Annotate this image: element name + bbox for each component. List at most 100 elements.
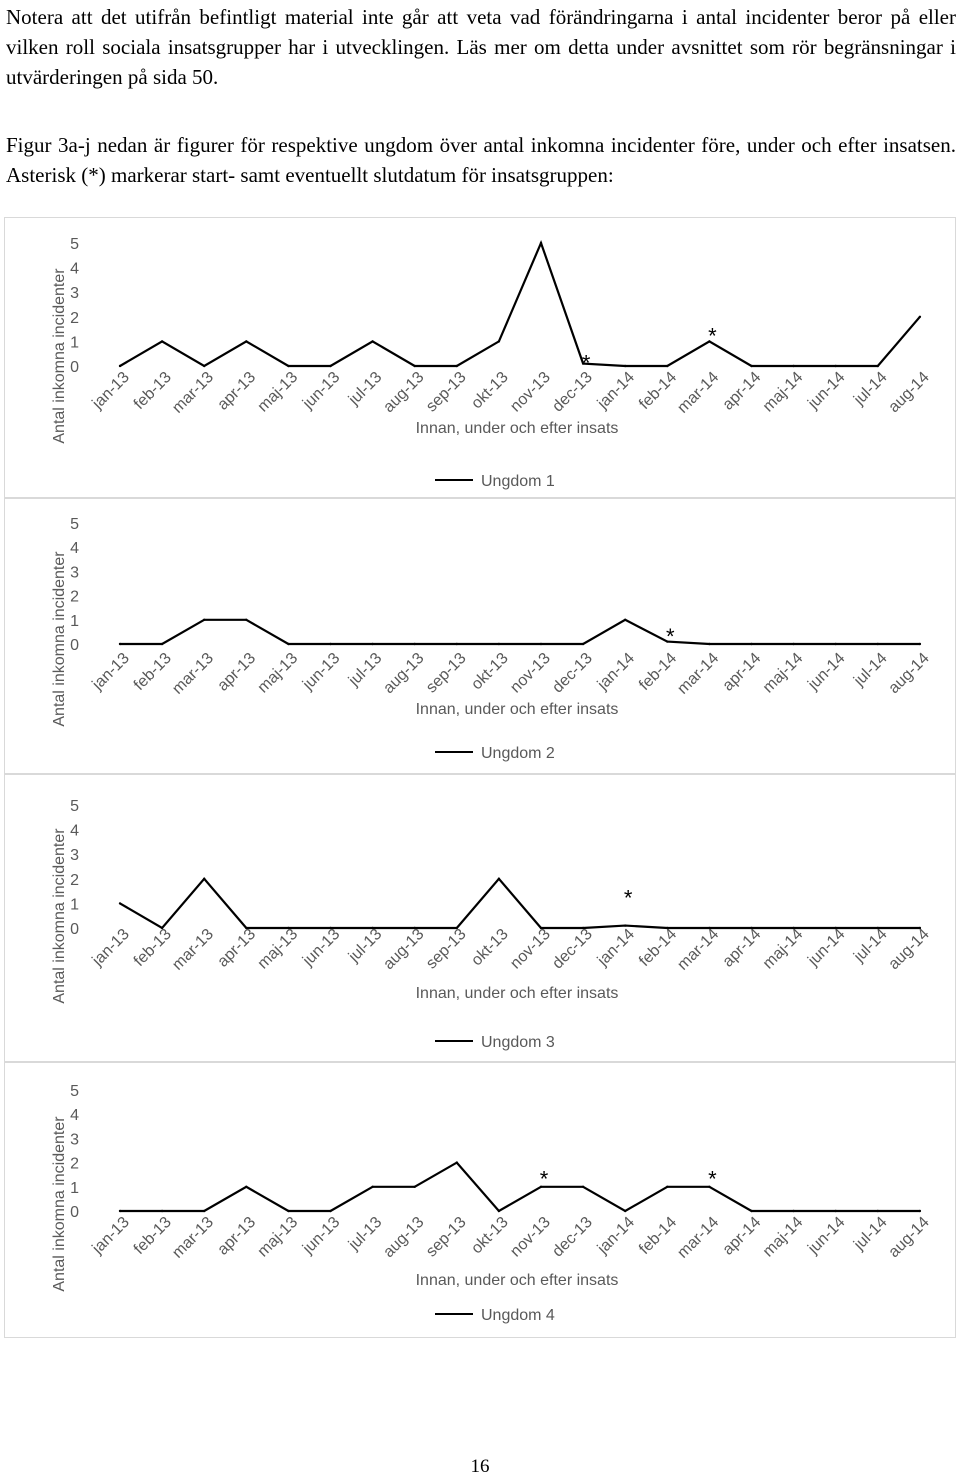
data-point (708, 926, 711, 930)
data-point (708, 340, 711, 343)
y-tick-label: 0 (70, 1204, 79, 1221)
x-tick-label: apr-14 (720, 650, 765, 695)
data-point (160, 1209, 164, 1213)
chart-ungdom-2-svg: Antal inkomna incidenter 012345jan-13feb-… (51, 516, 933, 762)
data-point (203, 1209, 206, 1213)
data-point (918, 926, 922, 930)
data-point (118, 902, 122, 905)
x-tick-label: aug-14 (885, 1214, 932, 1261)
data-point (581, 1185, 585, 1188)
x-tick-label: jul-14 (850, 369, 890, 409)
x-tick-label: feb-13 (131, 926, 175, 970)
series-line (120, 618, 920, 646)
data-point (245, 618, 248, 621)
x-tick-label: nov-13 (507, 369, 554, 416)
data-point (918, 315, 922, 318)
data-point (245, 1185, 248, 1188)
asterisk-marker: * (540, 1167, 549, 1192)
chart-ungdom-4: Antal inkomna incidenter 0 1 2 3 4 5 jan-13 feb-… (4, 1062, 956, 1338)
data-point (624, 364, 627, 368)
x-tick-label: jun-13 (299, 1214, 343, 1258)
x-tick-label: jun-13 (299, 369, 343, 413)
figure-description-paragraph: Figur 3a-j nedan är figurer för respekti… (6, 133, 956, 187)
x-tick-label: maj-13 (255, 926, 302, 973)
data-point (287, 926, 290, 930)
x-tick-label: maj-14 (760, 926, 807, 973)
data-point (708, 1185, 711, 1188)
asterisk-marker: * (624, 886, 633, 911)
series-line (120, 1161, 920, 1213)
data-point (203, 877, 206, 880)
data-point (581, 926, 585, 930)
x-tick-label: apr-13 (214, 650, 259, 695)
data-point (203, 364, 206, 368)
data-point (624, 924, 627, 927)
x-tick-label: jan-13 (89, 926, 133, 970)
x-tick-label: dec-13 (549, 650, 596, 697)
asterisk-marker: * (666, 624, 675, 649)
x-tick-label: jan-14 (594, 650, 638, 694)
x-tick-label: maj-13 (255, 650, 302, 697)
data-point (792, 926, 795, 930)
y-axis-title: Antal inkomna incidenter (51, 828, 68, 1004)
y-tick-label: 3 (70, 285, 79, 302)
x-tick-label: apr-13 (214, 1214, 259, 1259)
data-point (581, 642, 585, 646)
y-tick-label: 0 (70, 359, 79, 376)
y-tick-label: 5 (70, 236, 79, 253)
data-point (497, 877, 501, 880)
x-tick-label: jul-13 (345, 1214, 385, 1254)
data-point (118, 364, 122, 368)
legend-label: Ungdom 3 (481, 1034, 555, 1051)
data-point (203, 618, 206, 621)
legend-label: Ungdom 2 (481, 745, 555, 762)
x-tick-label: sep-13 (423, 1214, 470, 1261)
x-tick-label: aug-14 (885, 650, 932, 697)
data-point (371, 926, 374, 930)
chart-ungdom-4-svg: Antal inkomna incidenter 012345jan-13feb-… (51, 1083, 933, 1324)
x-tick-label: jun-14 (804, 926, 848, 970)
y-tick-label: 1 (70, 1180, 79, 1197)
y-tick-label: 2 (70, 872, 79, 889)
x-tick-label: mar-14 (674, 1214, 722, 1262)
x-tick-label: mar-14 (674, 369, 722, 417)
x-axis-title: Innan, under och efter insats (416, 985, 619, 1002)
x-tick-label: jun-13 (299, 926, 343, 970)
x-tick-label: apr-14 (720, 1214, 765, 1259)
data-point (118, 642, 122, 646)
x-tick-label: maj-14 (760, 1214, 807, 1261)
data-point (329, 1209, 332, 1213)
x-tick-label: apr-13 (214, 926, 259, 971)
x-tick-label: jul-14 (850, 926, 890, 966)
x-tick-label: apr-14 (720, 926, 765, 971)
x-tick-label: feb-13 (131, 1214, 175, 1258)
x-tick-label: jul-14 (850, 650, 890, 690)
data-point (666, 364, 669, 368)
y-axis-title: Antal inkomna incidenter (51, 1116, 68, 1292)
asterisk-marker: * (708, 324, 717, 349)
x-tick-label: jun-14 (804, 650, 848, 694)
data-point (455, 1161, 458, 1164)
x-tick-label: nov-13 (507, 1214, 554, 1261)
data-point (371, 340, 374, 343)
y-axis-title: Antal inkomna incidenter (51, 551, 68, 727)
x-tick-label: dec-13 (549, 1214, 596, 1261)
legend-label: Ungdom 1 (481, 473, 555, 490)
x-tick-label: aug-14 (885, 926, 932, 973)
y-tick-label: 3 (70, 847, 79, 864)
x-tick-label: sep-13 (423, 650, 470, 697)
x-tick-label: mar-13 (169, 369, 217, 417)
x-tick-label: okt-13 (468, 650, 512, 694)
data-point (539, 1185, 543, 1188)
x-tick-label: maj-14 (760, 650, 807, 697)
data-point (160, 642, 164, 646)
data-point (329, 926, 332, 930)
series-line (119, 877, 920, 930)
x-tick-label: okt-13 (468, 1214, 512, 1258)
x-tick-label: jan-13 (89, 650, 133, 694)
x-tick-label: aug-13 (380, 650, 427, 697)
chart-ungdom-2: Antal inkomna incidenter 0 1 2 3 4 5 jan-13 feb-… (4, 498, 956, 774)
x-tick-label: sep-13 (423, 926, 470, 973)
y-tick-label: 2 (70, 1156, 79, 1173)
y-tick-label: 5 (70, 516, 79, 533)
